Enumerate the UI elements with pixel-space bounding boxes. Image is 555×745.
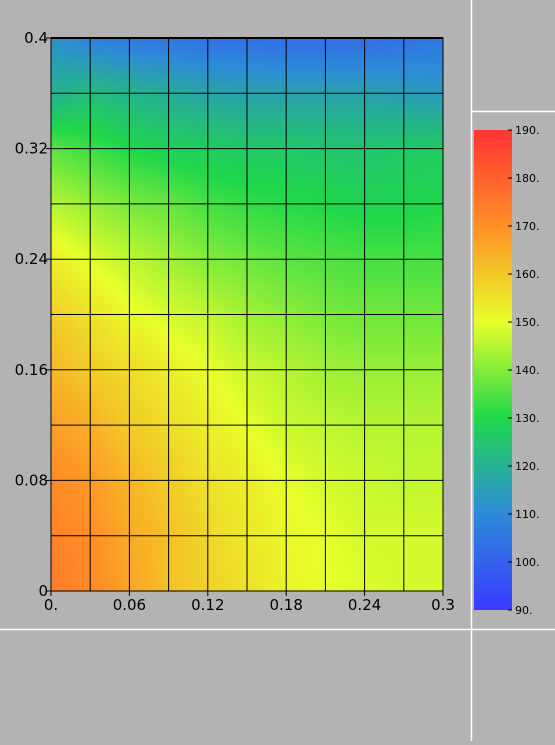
colorbar-tick-label: 180. bbox=[515, 172, 540, 185]
colorbar-tick-label: 100. bbox=[515, 556, 540, 569]
colorbar-gradient bbox=[474, 130, 512, 610]
y-tick-label: 0.32 bbox=[15, 140, 48, 158]
colorbar-tick-label: 90. bbox=[515, 604, 533, 617]
colorbar-tick-label: 150. bbox=[515, 316, 540, 329]
x-tick-label: 0.24 bbox=[348, 596, 381, 614]
x-tick-label: 0. bbox=[44, 596, 58, 614]
colorbar-ticks: 190. 180. 170. 160. 150. 140. 130. 120. 110. 100.… bbox=[508, 124, 540, 617]
x-tick-label: 0.12 bbox=[191, 596, 224, 614]
x-tick-label: 0.3 bbox=[431, 596, 455, 614]
x-tick-label: 0.06 bbox=[113, 596, 146, 614]
x-tick-label: 0.18 bbox=[269, 596, 302, 614]
colorbar-tick-label: 190. bbox=[515, 124, 540, 137]
colorbar-tick-label: 110. bbox=[515, 508, 540, 521]
colorbar-tick-label: 140. bbox=[515, 364, 540, 377]
y-axis: 0 0.08 0.16 0.24 0.32 0.4 bbox=[15, 29, 51, 600]
y-tick-label: 0.24 bbox=[15, 250, 48, 268]
y-tick-label: 0 bbox=[38, 582, 48, 600]
y-tick-label: 0.16 bbox=[15, 361, 48, 379]
y-tick-label: 0.08 bbox=[15, 471, 48, 489]
x-axis: 0. 0.06 0.12 0.18 0.24 0.3 bbox=[44, 591, 455, 614]
colorbar-tick-label: 160. bbox=[515, 268, 540, 281]
y-tick-label: 0.4 bbox=[24, 29, 48, 47]
colorbar-tick-label: 120. bbox=[515, 460, 540, 473]
colorbar-tick-label: 130. bbox=[515, 412, 540, 425]
colorbar-tick-label: 170. bbox=[515, 220, 540, 233]
colorbar: 190. 180. 170. 160. 150. 140. 130. 120. 110. 100.… bbox=[474, 124, 540, 617]
